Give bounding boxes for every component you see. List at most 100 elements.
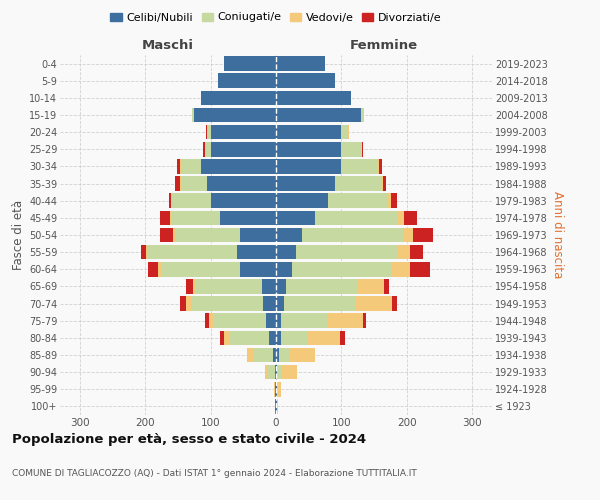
Bar	[191, 296, 263, 311]
Bar	[277, 365, 281, 380]
Bar	[276, 279, 286, 293]
Bar	[391, 262, 410, 276]
Bar	[341, 125, 348, 140]
Bar	[289, 348, 315, 362]
Bar	[276, 365, 277, 380]
Bar	[276, 262, 292, 276]
Bar	[361, 108, 364, 122]
Bar	[169, 194, 170, 208]
Bar	[397, 210, 404, 225]
Bar	[211, 125, 276, 140]
Bar	[141, 245, 146, 260]
Bar	[276, 382, 277, 396]
Bar	[358, 279, 384, 293]
Bar	[196, 279, 262, 293]
Bar	[237, 245, 276, 260]
Bar	[275, 365, 276, 380]
Bar	[281, 314, 327, 328]
Bar	[206, 125, 207, 140]
Bar	[384, 279, 389, 293]
Text: Maschi: Maschi	[142, 40, 194, 52]
Y-axis label: Fasce di età: Fasce di età	[11, 200, 25, 270]
Bar	[274, 382, 275, 396]
Bar	[275, 399, 276, 413]
Bar	[148, 245, 237, 260]
Bar	[185, 296, 191, 311]
Bar	[348, 125, 349, 140]
Bar	[218, 74, 276, 88]
Bar	[181, 176, 207, 191]
Bar	[276, 159, 341, 174]
Bar	[253, 348, 273, 362]
Bar	[240, 228, 276, 242]
Bar	[192, 108, 194, 122]
Bar	[193, 279, 196, 293]
Bar	[361, 142, 362, 156]
Bar	[211, 194, 276, 208]
Bar	[220, 210, 276, 225]
Bar	[286, 279, 358, 293]
Bar	[207, 176, 276, 191]
Bar	[230, 330, 269, 345]
Bar	[224, 330, 230, 345]
Bar	[161, 262, 240, 276]
Bar	[273, 348, 276, 362]
Text: Femmine: Femmine	[350, 40, 418, 52]
Bar	[281, 330, 307, 345]
Bar	[404, 228, 413, 242]
Bar	[284, 296, 356, 311]
Bar	[379, 159, 382, 174]
Bar	[275, 382, 276, 396]
Bar	[413, 228, 433, 242]
Bar	[328, 194, 387, 208]
Bar	[276, 314, 281, 328]
Bar	[220, 330, 224, 345]
Bar	[302, 228, 404, 242]
Bar	[340, 330, 346, 345]
Bar	[171, 210, 220, 225]
Bar	[279, 348, 289, 362]
Bar	[187, 279, 193, 293]
Bar	[240, 262, 276, 276]
Bar	[276, 296, 284, 311]
Bar	[266, 314, 276, 328]
Bar	[262, 279, 276, 293]
Bar	[276, 330, 281, 345]
Bar	[160, 210, 170, 225]
Bar	[276, 56, 325, 71]
Bar	[276, 348, 279, 362]
Legend: Celibi/Nubili, Coniugati/e, Vedovi/e, Divorziati/e: Celibi/Nubili, Coniugati/e, Vedovi/e, Di…	[106, 8, 446, 27]
Bar	[181, 159, 201, 174]
Bar	[175, 228, 240, 242]
Bar	[315, 210, 397, 225]
Bar	[158, 262, 161, 276]
Bar	[335, 176, 381, 191]
Bar	[397, 245, 410, 260]
Bar	[292, 262, 391, 276]
Bar	[181, 296, 185, 311]
Bar	[276, 125, 341, 140]
Bar	[207, 125, 211, 140]
Bar	[211, 142, 276, 156]
Bar	[341, 142, 361, 156]
Bar	[377, 159, 379, 174]
Bar	[276, 210, 315, 225]
Y-axis label: Anni di nascita: Anni di nascita	[551, 192, 565, 278]
Bar	[410, 245, 423, 260]
Bar	[160, 228, 173, 242]
Bar	[170, 210, 171, 225]
Bar	[177, 159, 181, 174]
Bar	[263, 296, 276, 311]
Bar	[269, 330, 276, 345]
Bar	[205, 314, 209, 328]
Text: Popolazione per età, sesso e stato civile - 2024: Popolazione per età, sesso e stato civil…	[12, 432, 366, 446]
Bar	[173, 228, 175, 242]
Bar	[276, 194, 328, 208]
Bar	[194, 108, 276, 122]
Bar	[277, 399, 278, 413]
Bar	[276, 399, 277, 413]
Bar	[201, 159, 276, 174]
Bar	[341, 159, 377, 174]
Bar	[410, 262, 430, 276]
Bar	[276, 245, 296, 260]
